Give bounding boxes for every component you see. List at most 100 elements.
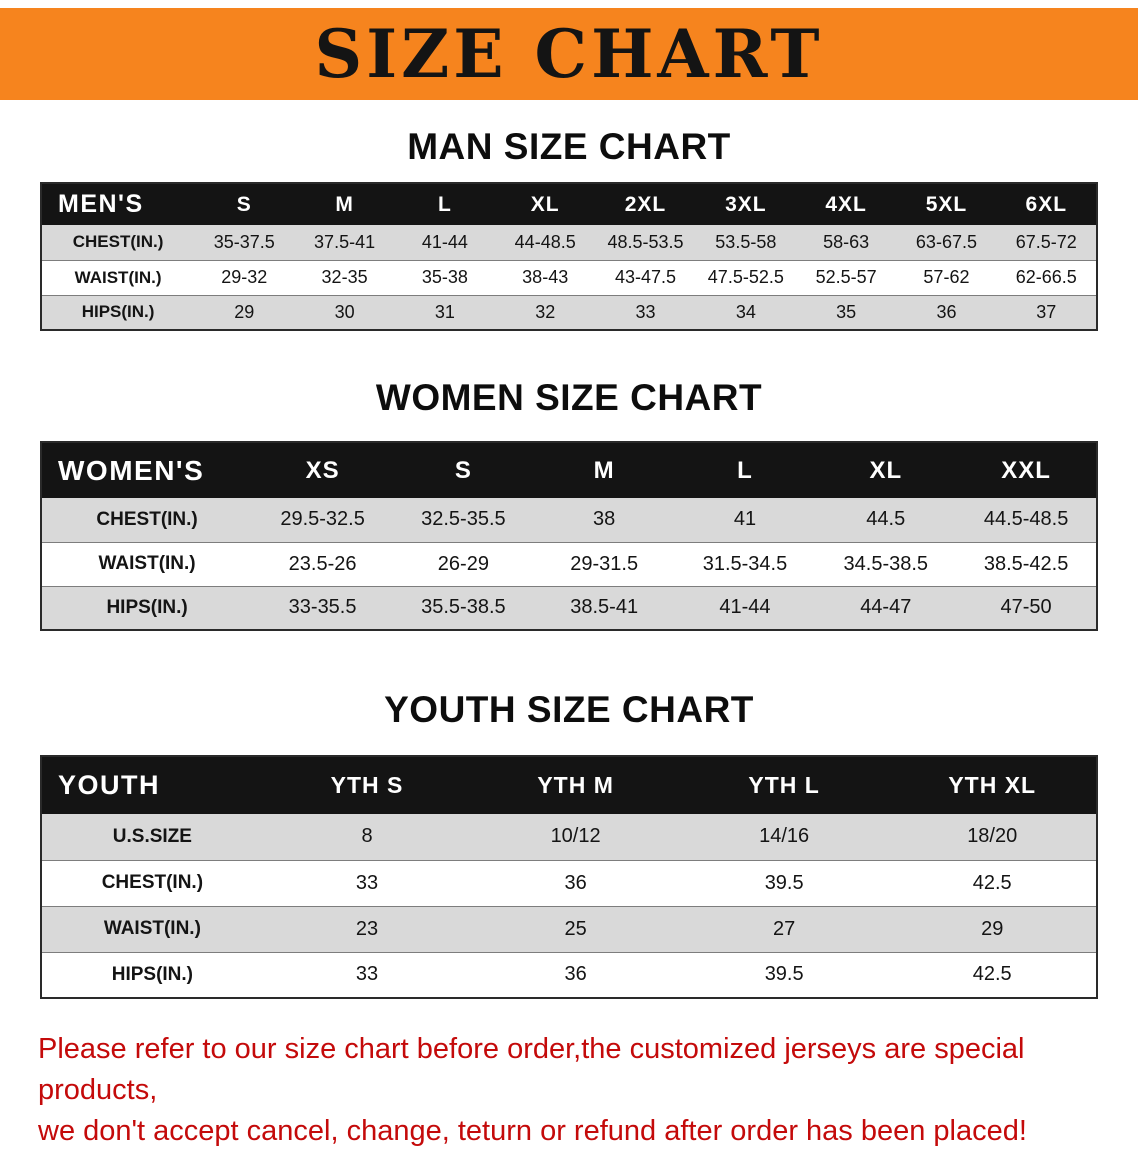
measure-value-cell: 35-38 <box>421 267 468 287</box>
measure-value-cell: 29 <box>234 301 255 322</box>
measure-value-cell: 39.5 <box>764 871 804 894</box>
men-chart-heading: MAN SIZE CHART <box>407 126 731 167</box>
measure-value-cell: 38-43 <box>522 267 569 287</box>
size-table-row: CHEST(IN.) 29.5-32.5 32.5-35.5 38 41 44.5 44.5… <box>41 498 1097 542</box>
measure-label-cell: HIPS(IN.) <box>111 963 194 985</box>
size-table-header-row: YOUTH YTH S YTH M YTH L YTH XL <box>41 756 1097 814</box>
measure-value-cell: 29-32 <box>221 267 268 287</box>
youth-size-table: YOUTH YTH S YTH M YTH L YTH XL U.S.SIZE 8 10/12… <box>40 755 1098 999</box>
measure-value-cell: 14/16 <box>759 825 810 848</box>
measure-value-cell: 42.5 <box>972 871 1012 894</box>
size-header-cell: M <box>294 183 395 225</box>
men-size-table: MEN'S S M L XL 2XL 3XL 4XL 5XL 6XL CHEST(IN.) 35-37… <box>40 182 1098 331</box>
measure-value-cell: 37.5-41 <box>314 231 376 252</box>
size-header-cell: 4XL <box>795 183 897 225</box>
measure-value-cell: 47.5-52.5 <box>707 267 784 287</box>
measure-value-cell: 35-37.5 <box>213 231 275 252</box>
measure-value-cell: 43-47.5 <box>614 267 677 287</box>
size-header-cell: XXL <box>956 442 1097 498</box>
measure-value-cell: 67.5-72 <box>1015 231 1077 252</box>
measure-value-cell: 33-35.5 <box>288 596 357 619</box>
size-header-cell: XS <box>252 442 393 498</box>
measure-value-cell: 23.5-26 <box>288 552 357 575</box>
measure-value-cell: 53.5-58 <box>715 231 777 252</box>
size-header-cell: XL <box>815 442 957 498</box>
measure-value-cell: 36 <box>936 301 957 322</box>
women-chart-heading: WOMEN SIZE CHART <box>375 377 763 418</box>
size-table-row: CHEST(IN.) 33 36 39.5 42.5 <box>41 860 1097 906</box>
measure-value-cell: 31 <box>434 301 455 322</box>
men-size-section: MAN SIZE CHART MEN'S S M L XL 2XL 3XL 4XL 5XL 6XL… <box>0 126 1138 331</box>
measure-value-cell: 44-47 <box>860 596 912 619</box>
measure-value-cell: 8 <box>361 825 373 848</box>
measure-value-cell: 31.5-34.5 <box>702 552 788 575</box>
measure-value-cell: 33 <box>635 301 656 322</box>
measure-value-cell: 32.5-35.5 <box>421 508 506 531</box>
measure-value-cell: 36 <box>564 963 587 986</box>
measure-label-cell: HIPS(IN.) <box>81 302 155 322</box>
size-header-cell: YTH XL <box>888 756 1097 814</box>
size-table-row: HIPS(IN.) 33-35.5 35.5-38.5 38.5-41 41-44 44-… <box>41 586 1097 630</box>
measure-value-cell: 42.5 <box>972 963 1012 986</box>
measure-value-cell: 63-67.5 <box>915 231 977 252</box>
size-header-cell: S <box>194 183 295 225</box>
banner: SIZE CHART <box>0 8 1138 100</box>
measure-value-cell: 41-44 <box>719 596 771 619</box>
measure-value-cell: 30 <box>334 301 355 322</box>
measure-label-cell: U.S.SIZE <box>112 825 192 847</box>
size-header-cell: YTH M <box>471 756 680 814</box>
size-header-cell: YTH S <box>262 756 472 814</box>
measure-value-cell: 44.5 <box>866 508 906 531</box>
measure-value-cell: 35.5-38.5 <box>421 596 506 619</box>
measure-label-cell: CHEST(IN.) <box>72 232 164 252</box>
size-table-row: WAIST(IN.) 29-32 32-35 35-38 38-43 43-47.5 47.… <box>41 260 1097 295</box>
measure-value-cell: 48.5-53.5 <box>607 231 684 252</box>
measure-value-cell: 29 <box>981 917 1004 940</box>
size-chart-page: SIZE CHART MAN SIZE CHART MEN'S S M L XL 2XL 3… <box>0 8 1138 1153</box>
measure-value-cell: 10/12 <box>550 825 601 848</box>
measure-value-cell: 29-31.5 <box>570 552 639 575</box>
measure-value-cell: 57-62 <box>923 267 970 287</box>
size-table-row: CHEST(IN.) 35-37.5 37.5-41 41-44 44-48.5 48.5… <box>41 225 1097 260</box>
measure-value-cell: 58-63 <box>823 231 870 252</box>
measure-value-cell: 32-35 <box>321 267 368 287</box>
measure-label-cell: WAIST(IN.) <box>74 267 162 287</box>
size-header-cell: L <box>394 183 496 225</box>
page-title: SIZE CHART <box>314 15 824 93</box>
measure-value-cell: 38 <box>593 508 616 531</box>
size-table-row: U.S.SIZE 8 10/12 14/16 18/20 <box>41 814 1097 860</box>
size-header-cell: 6XL <box>996 183 1097 225</box>
size-table-row: HIPS(IN.) 29 30 31 32 33 34 35 36 37 <box>41 295 1097 330</box>
measure-label-cell: WAIST(IN.) <box>98 553 196 574</box>
measure-value-cell: 33 <box>355 871 379 894</box>
measure-value-cell: 27 <box>773 917 796 940</box>
measure-value-cell: 35 <box>836 301 857 322</box>
measure-value-cell: 18/20 <box>967 825 1018 848</box>
youth-size-section: YOUTH SIZE CHART YOUTH YTH S YTH M YTH L YTH… <box>0 689 1138 999</box>
measure-value-cell: 25 <box>564 917 587 940</box>
youth-chart-heading: YOUTH SIZE CHART <box>384 689 754 730</box>
size-header-cell: S <box>392 442 534 498</box>
measure-value-cell: 41-44 <box>421 231 468 252</box>
disclaimer-line-1: Please refer to our size chart before or… <box>38 1033 1025 1107</box>
size-table-header-row: WOMEN'S XS S M L XL XXL <box>41 442 1097 498</box>
measure-value-cell: 37 <box>1036 301 1057 322</box>
measure-value-cell: 44.5-48.5 <box>983 508 1069 531</box>
measure-value-cell: 32 <box>535 301 556 322</box>
measure-value-cell: 52.5-57 <box>815 267 877 287</box>
size-header-cell: 5XL <box>896 183 997 225</box>
size-header-cell: XL <box>495 183 596 225</box>
measure-value-cell: 26-29 <box>437 552 489 575</box>
measure-value-cell: 34 <box>735 301 756 322</box>
size-header-cell: L <box>674 442 816 498</box>
women-size-section: WOMEN SIZE CHART WOMEN'S XS S M L XL XXL CHEST(… <box>0 377 1138 631</box>
size-header-cell: 3XL <box>695 183 796 225</box>
measure-value-cell: 38.5-42.5 <box>983 552 1069 575</box>
measure-value-cell: 47-50 <box>1000 596 1052 619</box>
measure-value-cell: 41 <box>733 508 757 531</box>
measure-label-cell: CHEST(IN.) <box>101 872 204 893</box>
table-title-cell: YOUTH <box>41 756 263 814</box>
size-table-row: HIPS(IN.) 33 36 39.5 42.5 <box>41 952 1097 998</box>
measure-value-cell: 34.5-38.5 <box>843 552 929 575</box>
measure-value-cell: 29.5-32.5 <box>280 508 365 531</box>
